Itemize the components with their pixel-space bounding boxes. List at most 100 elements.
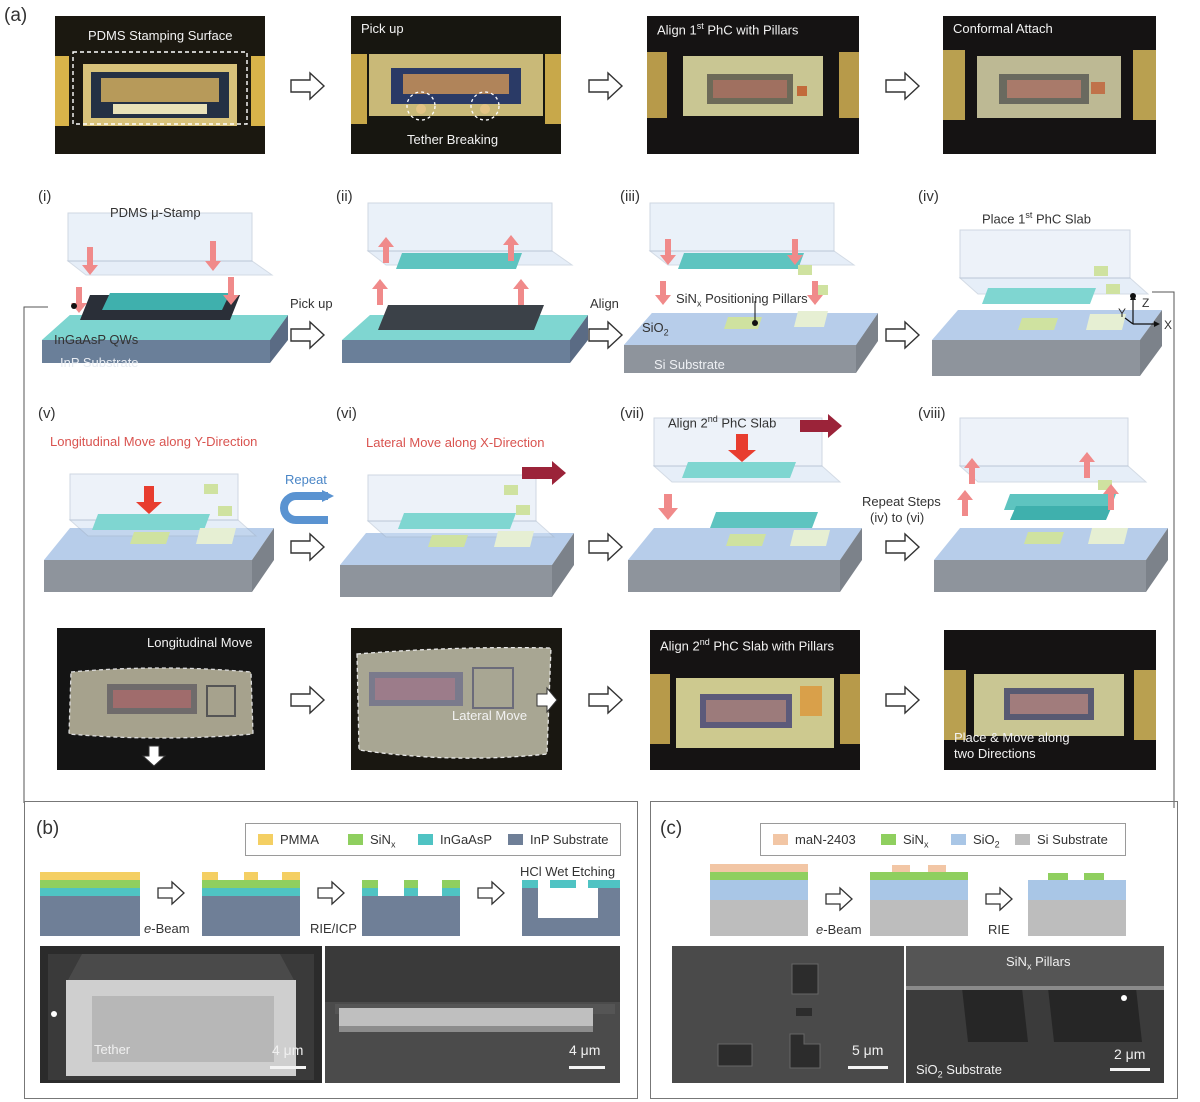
- legend-label-ingaasp: InGaAsP: [440, 832, 493, 847]
- label-c-ebeam: e-Beam: [816, 922, 862, 937]
- label-pdms-stamp: PDMS μ-Stamp: [110, 205, 201, 220]
- scale-label-c2: 2 μm: [1114, 1046, 1146, 1062]
- axis-x-label: X: [1164, 318, 1173, 332]
- legend-swatch-sio2: [951, 834, 966, 845]
- connector-line-right: [1152, 291, 1175, 808]
- panel-a-label: (a): [4, 5, 28, 26]
- arrow-right-icon: [588, 71, 624, 101]
- label-positioning-pillars: SiNx Positioning Pillars: [676, 291, 808, 309]
- sem-image-b-top: 4 μm Tether: [40, 946, 322, 1083]
- process-flow-b: [40, 872, 620, 936]
- scale-bar-c1: [848, 1066, 888, 1069]
- label-b-ebeam: e-Beam: [144, 921, 190, 936]
- label-repeat-steps-2: (iv) to (vi): [870, 510, 925, 525]
- connector-line-left: [23, 306, 48, 803]
- label-repeat-steps-1: Repeat Steps: [862, 494, 941, 509]
- sem-image-c-side: SiNx Pillars SiO2 Substrate 2 μm: [906, 946, 1164, 1083]
- step-label-iii: (iii): [620, 188, 640, 205]
- panel-b-frame: [24, 801, 638, 1099]
- caption-lateral-move: Lateral Move: [452, 708, 528, 723]
- panel-c-label: (c): [660, 818, 683, 839]
- legend-swatch-man: [773, 834, 788, 845]
- micrograph-pickup-image: [351, 16, 561, 154]
- caption-tether-breaking: Tether Breaking: [407, 132, 499, 147]
- label-tether: Tether: [94, 1042, 131, 1057]
- micrograph-conformal-attach: Conformal Attach: [943, 16, 1156, 154]
- arrow-right-icon: [588, 685, 624, 715]
- arrow-right-icon: [588, 320, 624, 350]
- step-label-i: (i): [38, 188, 52, 205]
- caption-align-1st: Align 1st PhC with Pillars: [657, 21, 799, 38]
- step-label-iv: (iv): [918, 188, 939, 205]
- process-flow-c: [710, 864, 1126, 936]
- sem-image-c-top: 5 μm: [672, 946, 904, 1083]
- diagram-step-vii: [628, 414, 862, 592]
- micrograph-align-1st: Align 1st PhC with Pillars: [647, 16, 859, 154]
- micrograph-lateral-image: [351, 628, 562, 770]
- legend-swatch-sinx: [348, 834, 363, 845]
- caption-place-move-2: two Directions: [954, 746, 1036, 761]
- diagram-step-i: [42, 212, 288, 363]
- legend-b: PMMA SiNx InGaAsP InP Substrate: [245, 823, 621, 856]
- legend-swatch-si: [1015, 834, 1030, 845]
- label-inp-substrate: InP Substrate: [60, 355, 139, 370]
- axis-z-label: Z: [1142, 296, 1150, 310]
- diagram-step-vi: [340, 461, 574, 597]
- caption-place-move-1: Place & Move along: [954, 730, 1070, 745]
- diagram-step-v: [44, 473, 274, 592]
- label-c-rie: RIE: [988, 922, 1010, 937]
- sem-b-top-image: [40, 946, 322, 1083]
- diagram-step-iv: [932, 229, 1162, 376]
- legend-swatch-pmma: [258, 834, 273, 845]
- legend-label-sinx: SiNx: [370, 832, 396, 850]
- label-place-1st: Place 1st PhC Slab: [982, 210, 1091, 227]
- step-label-v: (v): [38, 405, 56, 422]
- arrow-right-icon: [885, 71, 921, 101]
- label-ingaasp-qws: InGaAsP QWs: [54, 332, 139, 347]
- legend-label-si: Si Substrate: [1037, 832, 1108, 847]
- arrow-right-icon: [885, 320, 921, 350]
- scale-bar-b2: [569, 1066, 605, 1069]
- repeat-u-arrow-icon: [280, 490, 334, 524]
- diagram-step-viii: [934, 417, 1168, 592]
- legend-swatch-sinx-c: [881, 834, 896, 845]
- micrograph-align2-image: [650, 630, 860, 770]
- label-longitudinal-move: Longitudinal Move along Y-Direction: [50, 434, 258, 449]
- panel-c-frame: [650, 801, 1178, 1099]
- label-sinx-pillars: SiNx Pillars: [1006, 954, 1071, 972]
- micrograph-pick-up: Pick up Tether Breaking: [351, 16, 561, 154]
- label-pick-up: Pick up: [290, 296, 333, 311]
- scale-bar-c2: [1110, 1068, 1150, 1071]
- micrograph-stamping-surface: PDMS Stamping Surface: [55, 16, 265, 154]
- micrograph-stamping-image: [55, 16, 265, 154]
- scale-bar-b1: [270, 1066, 306, 1069]
- legend-swatch-ingaasp: [418, 834, 433, 845]
- diagram-step-iii: [624, 202, 878, 373]
- legend-label-sinx-c: SiNx: [903, 832, 929, 850]
- legend-label-inp: InP Substrate: [530, 832, 609, 847]
- step-label-ii: (ii): [336, 188, 353, 205]
- legend-label-man: maN-2403: [795, 832, 856, 847]
- scale-label-c1: 5 μm: [852, 1042, 884, 1058]
- arrow-right-icon: [290, 685, 326, 715]
- caption-conformal-attach: Conformal Attach: [953, 21, 1053, 36]
- legend-label-sio2: SiO2: [973, 832, 1000, 850]
- label-repeat: Repeat: [285, 472, 327, 487]
- scale-label-b1: 4 μm: [272, 1042, 304, 1058]
- label-b-rie: RIE/ICP: [310, 921, 357, 936]
- step-label-vii: (vii): [620, 405, 645, 422]
- micrograph-longitudinal-image: [57, 628, 265, 770]
- label-sio2: SiO2: [642, 320, 669, 338]
- micrograph-longitudinal-move: Longitudinal Move: [57, 628, 265, 770]
- step-label-vi: (vi): [336, 405, 357, 422]
- caption-pick-up: Pick up: [361, 21, 404, 36]
- micrograph-place-image: [944, 630, 1156, 770]
- micrograph-align-2nd: Align 2nd PhC Slab with Pillars: [650, 630, 860, 770]
- label-align: Align: [590, 296, 619, 311]
- label-sio2-substrate: SiO2 Substrate: [916, 1062, 1002, 1080]
- arrow-right-icon: [885, 685, 921, 715]
- caption-align-2nd: Align 2nd PhC Slab with Pillars: [660, 637, 835, 654]
- panel-b-label: (b): [36, 818, 60, 839]
- micrograph-place-move: Place & Move along two Directions: [944, 630, 1156, 770]
- legend-label-pmma: PMMA: [280, 832, 319, 847]
